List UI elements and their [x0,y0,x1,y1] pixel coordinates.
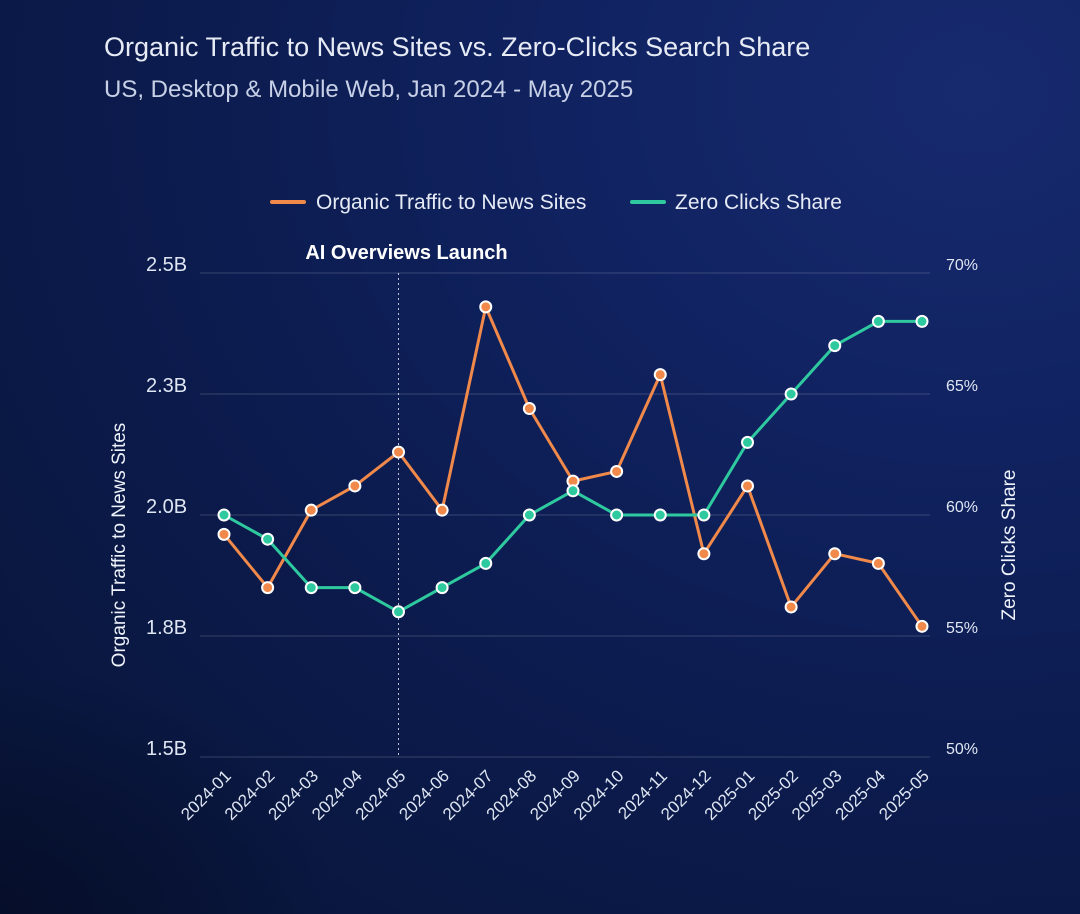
chart-subtitle: US, Desktop & Mobile Web, Jan 2024 - May… [104,76,633,103]
zero-clicks-point [348,581,362,595]
right-axis-ticks: 50% 55% 60% 65% 70% [946,257,978,758]
zero-clicks-point [217,508,231,522]
ai-overviews-launch-label: AI Overviews Launch [305,242,507,264]
right-tick-label: 70% [946,257,978,274]
chart-title: Organic Traffic to News Sites vs. Zero-C… [104,32,810,62]
zero-clicks-point [522,508,536,522]
organic-traffic-point [653,368,667,382]
zero-clicks-point [741,435,754,449]
left-axis-title: Organic Traffic to News Sites [109,423,130,668]
legend-label-organic: Organic Traffic to News Sites [316,191,586,214]
organic-traffic-point [522,402,536,416]
zero-clicks-point [610,508,624,522]
zero-clicks-point [697,508,711,522]
organic-traffic-point [915,619,929,633]
zero-clicks-point [479,556,493,570]
organic-traffic-point [784,600,798,614]
zero-clicks-point [915,314,929,328]
zero-clicks-point [304,581,318,595]
gridlines [200,272,930,758]
left-tick-label: 1.8B [146,617,187,639]
organic-traffic-point [435,503,449,517]
organic-traffic-point [261,581,275,595]
right-tick-label: 60% [946,499,978,516]
organic-traffic-point [610,464,624,478]
zero-clicks-point [828,339,842,353]
organic-traffic-point [828,547,842,561]
zero-clicks-point [653,508,667,522]
zero-clicks-point [392,605,405,619]
left-axis-ticks: 1.5B 1.8B 2.0B 2.3B 2.5B [146,254,187,760]
left-tick-label: 2.0B [146,496,187,518]
organic-traffic-point [741,479,754,493]
zero-clicks-point [435,581,449,595]
organic-traffic-point [217,527,231,541]
right-axis-title: Zero Clicks Share [999,470,1020,621]
organic-traffic-point [871,556,885,570]
legend-label-zero-clicks: Zero Clicks Share [675,191,842,214]
right-tick-label: 50% [946,741,978,758]
right-tick-label: 55% [946,620,978,637]
left-tick-label: 2.5B [146,254,187,276]
organic-traffic-point [697,547,711,561]
zero-clicks-point [871,314,885,328]
zero-clicks-point [784,387,798,401]
organic-traffic-point [348,479,362,493]
right-tick-label: 65% [946,378,978,395]
left-tick-label: 2.3B [146,375,187,397]
legend: Organic Traffic to News Sites Zero Click… [270,191,842,214]
zero-clicks-point [566,484,580,498]
annotation-layer: AI Overviews Launch [305,242,508,757]
organic-traffic-point [304,503,318,517]
series-layer [217,300,929,633]
organic-traffic-point [392,445,405,459]
left-tick-label: 1.5B [146,738,187,760]
background-shade [0,500,560,914]
organic-traffic-point [479,300,493,314]
zero-clicks-point [261,532,275,546]
